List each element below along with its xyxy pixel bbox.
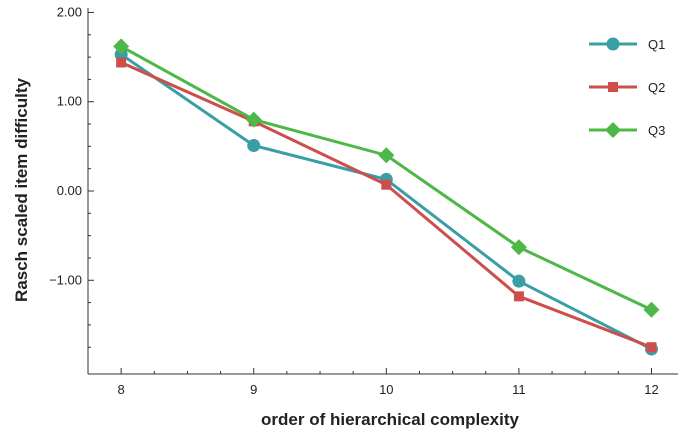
data-point-q3 (113, 38, 130, 55)
axes: 2.00 1.00 0.00 −1.00 8 9 10 11 12 (49, 4, 678, 397)
y-tick-label: 2.00 (57, 4, 82, 19)
x-tick-label: 12 (644, 382, 658, 397)
legend-marker-q3 (605, 122, 621, 138)
legend-item-q3: Q3 (589, 122, 665, 138)
legend-item-q2: Q2 (589, 80, 665, 95)
legend-label-q2: Q2 (648, 80, 665, 95)
data-point-q2 (116, 57, 127, 68)
data-point-q3 (510, 239, 527, 256)
data-point-q2 (646, 342, 657, 353)
y-tick-label: 0.00 (57, 183, 82, 198)
y-tick-label: −1.00 (49, 272, 82, 287)
legend-label-q3: Q3 (648, 123, 665, 138)
series-q3 (113, 38, 660, 318)
data-point-q2 (513, 291, 524, 302)
data-point-q3 (643, 301, 660, 318)
x-tick-label: 10 (379, 382, 393, 397)
data-point-q3 (245, 111, 262, 128)
x-tick-label: 8 (118, 382, 125, 397)
data-point-q1 (512, 274, 526, 288)
legend: Q1 Q2 Q3 (589, 37, 665, 138)
data-point-q3 (378, 147, 395, 164)
series-q2 (116, 57, 657, 353)
legend-item-q1: Q1 (589, 37, 665, 52)
series-q1 (114, 47, 658, 356)
x-axis-title: order of hierarchical complexity (261, 410, 519, 429)
data-point-q1 (247, 138, 261, 152)
legend-label-q1: Q1 (648, 37, 665, 52)
x-tick-label: 11 (512, 382, 526, 397)
y-axis-title: Rasch scaled item difficulty (12, 78, 31, 302)
series-line-q2 (120, 61, 653, 349)
y-tick-label: 1.00 (57, 94, 82, 109)
data-point-q2 (381, 179, 392, 190)
legend-marker-q1 (606, 37, 620, 51)
x-tick-label: 9 (250, 382, 257, 397)
series-layer (113, 38, 660, 356)
legend-marker-q2 (608, 82, 618, 92)
